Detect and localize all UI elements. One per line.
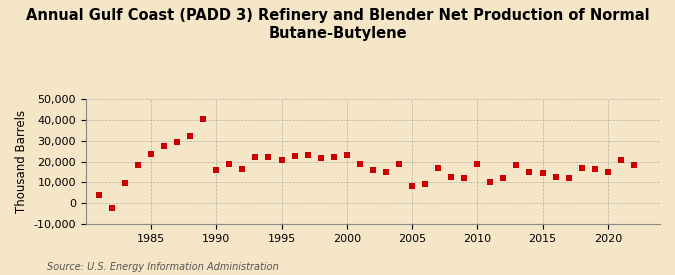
Point xyxy=(589,167,600,171)
Point xyxy=(459,176,470,180)
Point xyxy=(367,168,378,172)
Point xyxy=(628,163,639,167)
Point xyxy=(198,117,209,121)
Point xyxy=(472,161,483,166)
Point xyxy=(563,176,574,180)
Point xyxy=(263,155,274,160)
Point xyxy=(511,163,522,167)
Point xyxy=(224,161,235,166)
Point xyxy=(394,161,404,166)
Point xyxy=(185,133,196,138)
Point xyxy=(576,166,587,170)
Point xyxy=(381,170,392,174)
Point xyxy=(315,156,326,161)
Point xyxy=(237,167,248,172)
Point xyxy=(550,175,561,179)
Point xyxy=(406,184,417,189)
Point xyxy=(276,157,287,162)
Point xyxy=(146,152,157,156)
Text: Source: U.S. Energy Information Administration: Source: U.S. Energy Information Administ… xyxy=(47,262,279,272)
Point xyxy=(302,153,313,158)
Point xyxy=(524,170,535,174)
Point xyxy=(420,182,431,187)
Point xyxy=(602,170,613,174)
Point xyxy=(485,180,495,185)
Point xyxy=(328,155,339,160)
Point xyxy=(93,193,104,197)
Text: Annual Gulf Coast (PADD 3) Refinery and Blender Net Production of Normal Butane-: Annual Gulf Coast (PADD 3) Refinery and … xyxy=(26,8,649,41)
Point xyxy=(250,155,261,160)
Point xyxy=(354,162,365,166)
Point xyxy=(616,157,626,162)
Point xyxy=(433,166,443,170)
Point xyxy=(498,176,509,180)
Point xyxy=(537,171,548,175)
Point xyxy=(446,175,456,179)
Point xyxy=(211,168,221,172)
Point xyxy=(171,140,182,144)
Point xyxy=(159,144,169,148)
Point xyxy=(132,163,143,167)
Point xyxy=(119,180,130,185)
Point xyxy=(342,153,352,158)
Point xyxy=(289,154,300,159)
Y-axis label: Thousand Barrels: Thousand Barrels xyxy=(15,110,28,213)
Point xyxy=(107,205,117,210)
